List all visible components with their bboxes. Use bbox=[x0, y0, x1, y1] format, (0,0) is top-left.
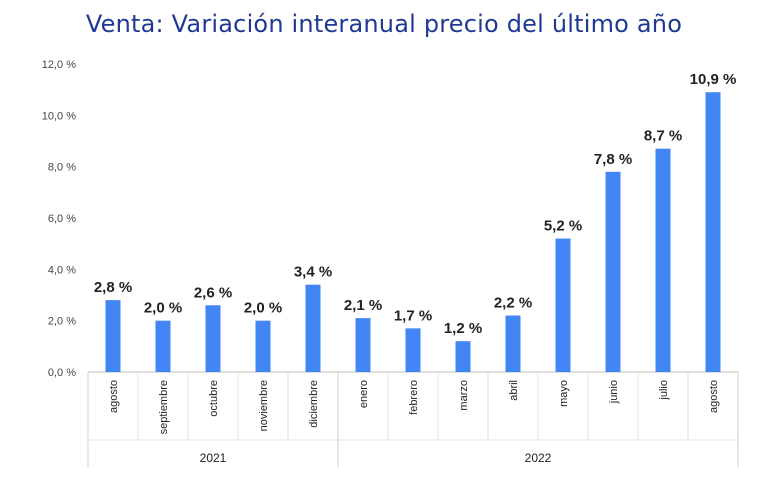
x-tick-label: septiembre bbox=[158, 380, 170, 434]
data-label: 2,1 % bbox=[344, 297, 382, 314]
group-label: 2022 bbox=[525, 451, 552, 465]
data-label: 8,7 % bbox=[644, 128, 682, 145]
bar bbox=[255, 320, 271, 372]
bar bbox=[605, 171, 621, 372]
bar bbox=[705, 92, 721, 372]
x-tick-label: enero bbox=[358, 380, 370, 408]
x-tick-label: diciembre bbox=[308, 380, 320, 428]
x-tick-label: marzo bbox=[458, 380, 470, 411]
data-label: 1,2 % bbox=[444, 320, 482, 337]
y-tick-label: 10,0 % bbox=[42, 110, 76, 122]
bar bbox=[305, 284, 321, 372]
data-label: 2,6 % bbox=[194, 284, 232, 301]
x-tick-label: noviembre bbox=[258, 380, 270, 431]
y-tick-label: 2,0 % bbox=[48, 316, 76, 328]
bar bbox=[655, 148, 671, 372]
bar bbox=[205, 305, 221, 372]
bar bbox=[155, 320, 171, 372]
bar bbox=[455, 341, 471, 372]
x-tick-label: junio bbox=[608, 380, 620, 404]
bar bbox=[555, 238, 571, 372]
data-label: 1,7 % bbox=[394, 307, 432, 324]
x-tick-label: octubre bbox=[208, 380, 220, 417]
y-tick-label: 8,0 % bbox=[48, 162, 76, 174]
group-label: 2021 bbox=[200, 451, 227, 465]
y-tick-label: 0,0 % bbox=[48, 367, 76, 379]
data-label: 10,9 % bbox=[690, 71, 737, 88]
x-tick-label: febrero bbox=[408, 380, 420, 415]
x-tick-label: agosto bbox=[108, 380, 120, 413]
data-label: 2,2 % bbox=[494, 295, 532, 312]
data-label: 3,4 % bbox=[294, 264, 332, 281]
x-tick-label: agosto bbox=[708, 380, 720, 413]
x-tick-label: mayo bbox=[558, 380, 570, 407]
x-tick-label: abril bbox=[508, 380, 520, 401]
y-tick-label: 12,0 % bbox=[42, 59, 76, 71]
bar bbox=[355, 318, 371, 372]
bar bbox=[405, 328, 421, 372]
bar bbox=[505, 315, 521, 372]
data-label: 5,2 % bbox=[544, 218, 582, 235]
data-label: 7,8 % bbox=[594, 151, 632, 168]
y-tick-label: 4,0 % bbox=[48, 264, 76, 276]
chart-title: Venta: Variación interanual precio del ú… bbox=[85, 10, 683, 38]
bar bbox=[105, 300, 121, 372]
y-tick-label: 6,0 % bbox=[48, 213, 76, 225]
x-tick-label: julio bbox=[658, 380, 670, 401]
data-label: 2,0 % bbox=[244, 300, 282, 317]
data-label: 2,0 % bbox=[144, 300, 182, 317]
data-label: 2,8 % bbox=[94, 279, 132, 296]
